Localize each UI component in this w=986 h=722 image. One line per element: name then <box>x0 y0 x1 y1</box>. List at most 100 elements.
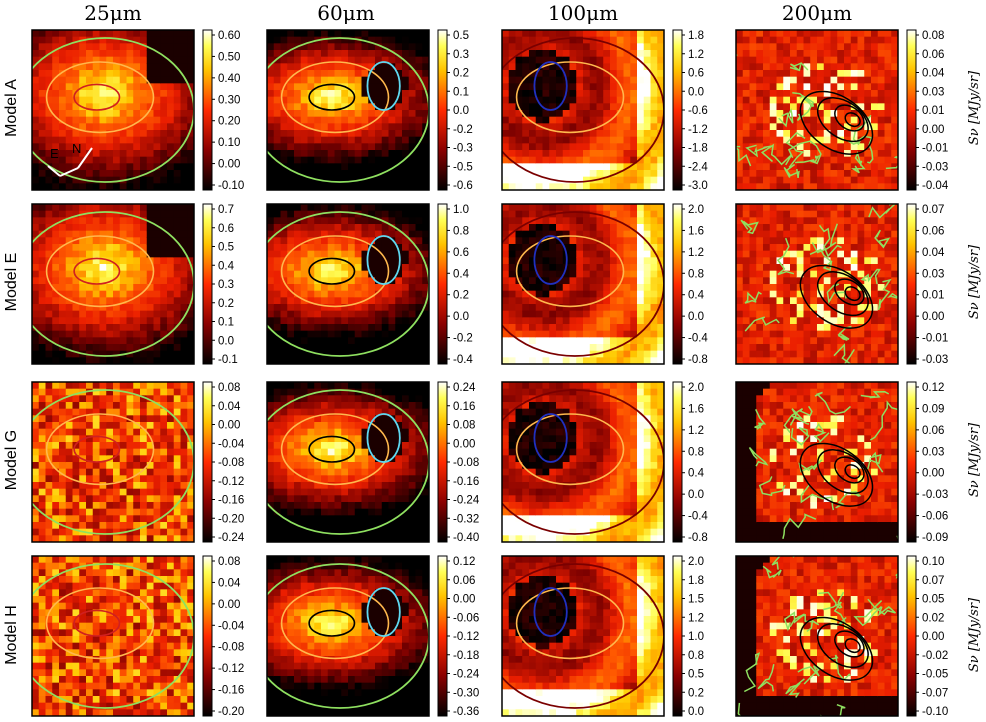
heatmap-model-g-200um-frame <box>735 381 899 543</box>
heatmap-model-g-200um-contours <box>748 391 898 542</box>
colorbar-tick-label: 0.3 <box>218 279 234 291</box>
colorbar-tick-label: 1.0 <box>688 631 704 643</box>
heatmap-model-g-100um-colorbar <box>672 381 683 543</box>
colorbar-tick-label: -0.5 <box>453 161 473 173</box>
colorbar-tick-label: 0.4 <box>688 468 705 480</box>
colorbar-tick-label: -0.12 <box>218 476 244 488</box>
heatmap-model-e-100um-frame <box>501 203 665 365</box>
heatmap-model-e-200um-frame <box>735 203 899 365</box>
heatmap-model-e-200um: 0.07 0.06 0.04 0.03 0.01 0.00 -0.01 -0.03 <box>735 203 948 366</box>
colorbar-tick-label: 1.2 <box>688 425 704 437</box>
colorbar-tick-label: 1.2 <box>688 49 704 61</box>
heatmap-model-g-200um: 0.12 0.09 0.06 0.03 0.00 -0.03 -0.06 -0.09 <box>735 381 948 544</box>
colorbar-tick-label: 0.04 <box>922 68 945 80</box>
heatmap-model-a-200um: 0.08 0.06 0.04 0.03 0.01 0.00 -0.01 -0.03 -0.04 <box>735 29 949 192</box>
compass-north-label: N <box>72 141 81 156</box>
heatmap-model-h-100um-contours <box>502 563 664 709</box>
heatmap-model-e-100um: 2.0 1.6 1.2 0.8 0.4 0.0 -0.4 -0.8 <box>501 203 708 366</box>
colorbar-tick-label: 0.01 <box>922 105 944 117</box>
colorbar-tick-label: 0.0 <box>453 105 469 117</box>
heatmap-model-g-25um: 0.08 0.04 0.00 -0.04 -0.08 -0.12 -0.16 -0.20 -0.… <box>31 381 245 544</box>
colorbar-tick-label: 0.0 <box>453 311 469 323</box>
heatmap-model-g-25um-colorbar <box>202 381 213 543</box>
colorbar-tick-label: -0.8 <box>688 532 708 544</box>
colorbar-tick-label: -0.12 <box>453 631 479 643</box>
row-label-model-e: Model E <box>3 253 20 312</box>
heatmap-model-h-200um-frame <box>735 555 899 717</box>
heatmap-model-h-100um-colorbar <box>672 555 683 717</box>
unit-label-row-h: Sν [MJy/sr] <box>967 597 982 672</box>
colorbar-tick-label: 0.20 <box>218 116 240 128</box>
colorbar-tick-label: -0.12 <box>218 663 244 675</box>
colorbar-tick-label: 0.24 <box>453 382 476 394</box>
colorbar-tick-label: 0.00 <box>922 124 944 136</box>
heatmap-model-a-25um-frame <box>31 29 195 191</box>
colorbar-tick-label: -0.4 <box>688 511 708 523</box>
colorbar-tick-label: 0.08 <box>218 556 240 568</box>
colorbar-tick-label: 0.07 <box>922 204 944 216</box>
heatmap-model-a-25um-contours <box>32 37 194 183</box>
colorbar-tick-label: -0.03 <box>922 161 948 173</box>
colorbar-tick-label: -0.36 <box>453 706 479 718</box>
colorbar-tick-label: -0.2 <box>453 333 473 345</box>
colorbar-tick-label: 0.02 <box>922 612 944 624</box>
colorbar-tick-label: 0.0 <box>688 706 704 718</box>
heatmap-model-h-25um-frame <box>31 555 195 717</box>
colorbar-tick-label: 0.7 <box>218 204 234 216</box>
heatmap-model-e-200um-colorbar <box>906 203 917 365</box>
heatmap-model-e-200um-contours <box>740 204 898 364</box>
colorbar-tick-label: 2.0 <box>688 204 704 216</box>
colorbar-tick-label: 0.60 <box>218 30 240 42</box>
colorbar-tick-label: -0.32 <box>453 513 479 525</box>
heatmap-model-g-100um-frame <box>501 381 665 543</box>
colorbar-tick-label: 0.8 <box>688 650 704 662</box>
colorbar-tick-label: 0.0 <box>688 311 704 323</box>
colorbar-tick-label: 0.5 <box>688 669 704 681</box>
colorbar-tick-label: -0.40 <box>453 532 479 544</box>
colorbar-tick-label: 0.2 <box>453 68 469 80</box>
colorbar-tick-label: 0.01 <box>922 290 944 302</box>
heatmap-model-g-60um-frame <box>266 381 430 543</box>
colorbar-tick-label: 0.4 <box>688 290 705 302</box>
colorbar-tick-label: -0.16 <box>218 495 244 507</box>
colorbar-tick-label: -0.6 <box>688 105 708 117</box>
heatmap-model-g-60um: 0.24 0.16 0.08 0.00 -0.08 -0.16 -0.24 -0.32 -0.4… <box>266 381 480 544</box>
heatmap-model-e-25um-frame <box>31 203 195 365</box>
colorbar-tick-label: 0.50 <box>218 51 240 63</box>
heatmap-model-h-60um-frame <box>266 555 430 717</box>
heatmap-model-h-25um-colorbar <box>202 555 213 717</box>
colorbar-tick-label: 0.3 <box>453 49 469 61</box>
colorbar-tick-label: 0.04 <box>922 247 945 259</box>
colorbar-tick-label: -0.8 <box>688 354 708 366</box>
colorbar-tick-label: 1.6 <box>688 403 704 415</box>
colorbar-tick-label: 1.2 <box>688 247 704 259</box>
column-header-25um: 25μm <box>84 1 141 25</box>
colorbar-tick-label: -0.20 <box>218 513 244 525</box>
colorbar-tick-label: 0.5 <box>453 30 469 42</box>
colorbar-tick-label: -0.03 <box>922 489 948 501</box>
heatmap-model-a-60um: 0.5 0.3 0.2 0.1 0.0 -0.2 -0.3 -0.5 -0.6 <box>266 29 473 192</box>
colorbar-tick-label: 0.06 <box>922 49 944 61</box>
colorbar-tick-label: 0.16 <box>453 401 475 413</box>
heatmap-model-h-60um: 0.12 0.06 0.00 -0.06 -0.12 -0.18 -0.24 -0.30 -0.… <box>266 555 480 718</box>
colorbar-tick-label: 0.40 <box>218 73 240 85</box>
colorbar-tick-label: -0.16 <box>453 476 479 488</box>
heatmap-model-e-25um: 0.7 0.6 0.5 0.4 0.3 0.2 0.1 0.0 -0.1 <box>31 203 238 366</box>
heatmap-model-a-60um-colorbar <box>437 29 448 191</box>
heatmap-model-e-60um-frame <box>266 203 430 365</box>
colorbar-tick-label: -0.4 <box>688 333 708 345</box>
column-header-100um: 100μm <box>548 1 618 25</box>
heatmap-model-h-200um-contours <box>736 556 898 716</box>
heatmap-model-e-100um-colorbar <box>672 203 683 365</box>
colorbar-tick-label: -0.03 <box>922 354 948 366</box>
colorbar-tick-label: -0.18 <box>453 650 479 662</box>
heatmap-model-h-200um-colorbar <box>906 555 917 717</box>
row-label-model-g: Model G <box>3 430 20 490</box>
unit-label-row-e: Sν [MJy/sr] <box>967 244 982 319</box>
colorbar-tick-label: -0.24 <box>218 532 245 544</box>
colorbar-tick-label: -0.08 <box>218 642 244 654</box>
colorbar-tick-label: -0.07 <box>922 687 948 699</box>
colorbar-tick-label: 0.0 <box>688 489 704 501</box>
heatmap-model-a-100um-frame <box>501 29 665 191</box>
